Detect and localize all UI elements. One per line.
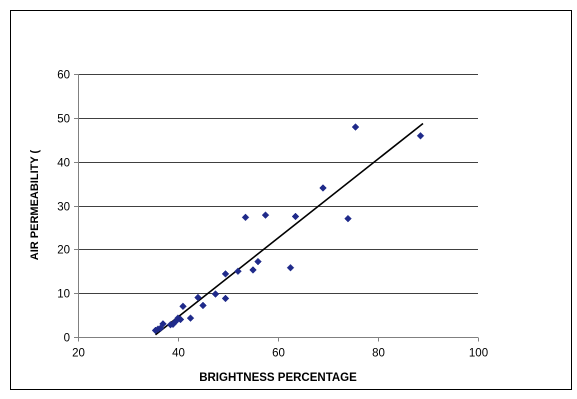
data-point [254, 257, 262, 266]
data-point [344, 214, 352, 223]
data-point [176, 315, 185, 324]
y-tick-label: 50 [57, 114, 70, 126]
y-tick-label: 10 [57, 289, 70, 301]
trendline [155, 122, 424, 336]
x-tick-label: 80 [372, 348, 385, 360]
y-tick-label: 0 [64, 333, 70, 345]
data-point [221, 294, 230, 303]
x-axis-label: BRIGHTNESS PERCENTAGE [199, 372, 357, 384]
data-point [159, 320, 167, 328]
data-point [186, 314, 195, 322]
data-point [199, 301, 207, 310]
y-axis-label: AIR PERMEABILITY ( [29, 149, 41, 260]
y-tick-label: 30 [57, 202, 70, 214]
data-point [241, 213, 250, 222]
data-point [211, 290, 220, 298]
data-point [416, 132, 425, 140]
data-point [234, 267, 242, 276]
x-tick-label: 20 [72, 348, 85, 360]
y-tick-label: 20 [57, 245, 70, 257]
data-point [286, 263, 295, 272]
data-point [179, 302, 187, 311]
x-tick-label: 60 [272, 348, 285, 360]
data-points [151, 123, 425, 335]
x-tick-label: 40 [172, 348, 185, 360]
trendline-layer [155, 122, 424, 336]
data-point [351, 123, 360, 131]
data-point [249, 266, 257, 274]
data-point [194, 293, 202, 302]
gridlines [78, 74, 478, 294]
x-tick-label: 100 [469, 348, 488, 360]
y-tick-label: 40 [57, 158, 70, 170]
data-point [291, 212, 300, 221]
y-tick-label: 60 [57, 70, 70, 82]
data-point [319, 184, 327, 192]
tick-labels: 0 10 20 30 40 50 60 20 40 60 80 100 [57, 70, 488, 360]
plot-area [78, 74, 478, 337]
data-point [221, 270, 230, 278]
data-point [261, 211, 270, 219]
